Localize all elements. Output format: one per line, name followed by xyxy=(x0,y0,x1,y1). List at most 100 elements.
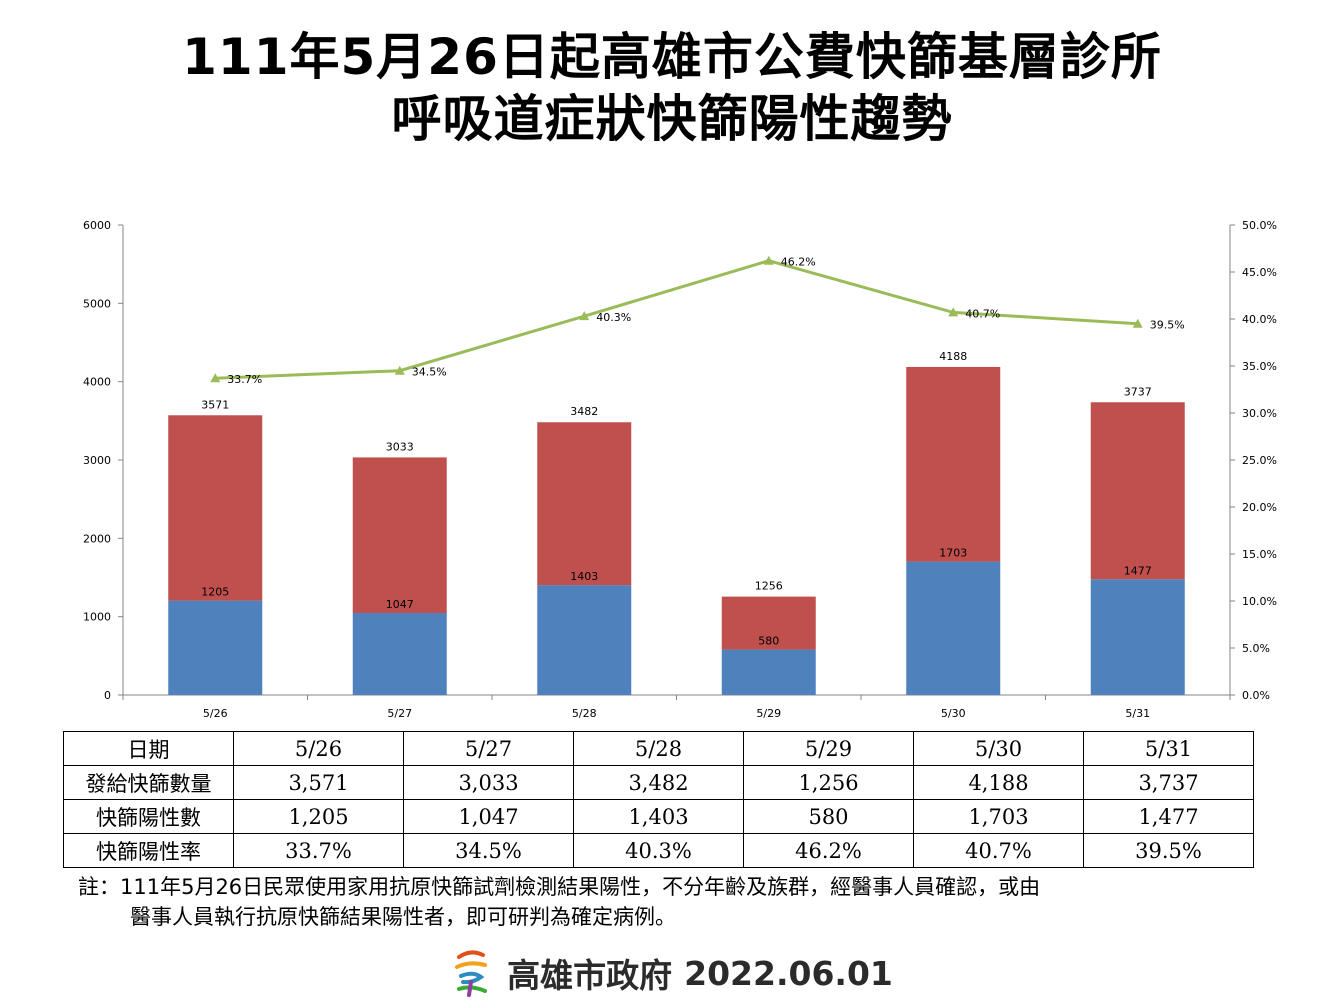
bar-positive xyxy=(537,585,632,695)
y-tick-label: 3000 xyxy=(83,454,111,467)
x-tick-label: 5/30 xyxy=(941,707,966,720)
data-label-rate: 33.7% xyxy=(227,373,262,386)
data-label-total: 1256 xyxy=(755,580,783,593)
rate-point-marker xyxy=(763,255,774,265)
bar-negative xyxy=(721,596,816,650)
y2-tick-label: 10.0% xyxy=(1242,595,1277,608)
footnote-line1: 註：111年5月26日民眾使用家用抗原快篩試劑檢測結果陽性，不分年齡及族群，經醫… xyxy=(78,875,1041,899)
y2-tick-label: 15.0% xyxy=(1242,548,1277,561)
y2-tick-label: 20.0% xyxy=(1242,501,1277,514)
rate-point-marker xyxy=(948,307,959,317)
bar-positive xyxy=(168,600,263,695)
table-cell: 5/27 xyxy=(403,731,574,766)
bar-positive xyxy=(906,561,1001,695)
rate-series-line xyxy=(215,259,1138,380)
chart-bars xyxy=(168,366,1185,695)
table-cell: 1,205 xyxy=(233,799,404,834)
table-cell: 39.5% xyxy=(1083,833,1254,868)
table-cell: 5/30 xyxy=(913,731,1084,766)
y2-tick-label: 35.0% xyxy=(1242,360,1277,373)
footnote-line2: 醫事人員執行抗原快篩結果陽性者，即可研判為確定病例。 xyxy=(130,905,676,929)
table-cell: 1,703 xyxy=(913,799,1084,834)
footer-org-name: 高雄市政府 xyxy=(507,956,673,995)
table-cell: 1,477 xyxy=(1083,799,1254,834)
table-cell: 580 xyxy=(743,799,914,834)
bar-negative xyxy=(168,415,263,601)
data-label-positive: 1403 xyxy=(570,570,598,583)
footnote: 註：111年5月26日民眾使用家用抗原快篩試劑檢測結果陽性，不分年齡及族群，經醫… xyxy=(78,872,1278,932)
y-tick-label: 5000 xyxy=(83,297,111,310)
data-label-total: 3033 xyxy=(386,440,414,453)
bar-negative xyxy=(537,422,632,586)
page-title-line2: 呼吸道症狀快篩陽性趨勢 xyxy=(391,90,953,148)
x-tick-label: 5/26 xyxy=(203,707,228,720)
table-row: 快篩陽性數 1,205 1,047 1,403 580 1,703 1,477 xyxy=(63,799,1254,834)
data-label-rate: 40.3% xyxy=(596,311,631,324)
data-label-total: 4188 xyxy=(939,350,967,363)
table-row-header: 快篩陽性率 xyxy=(63,833,234,868)
y-tick-label: 2000 xyxy=(83,532,111,545)
table-cell: 5/26 xyxy=(233,731,404,766)
table-cell: 5/28 xyxy=(573,731,744,766)
y2-tick-label: 30.0% xyxy=(1242,407,1277,420)
bar-negative xyxy=(352,457,447,613)
data-label-rate: 46.2% xyxy=(781,256,816,269)
x-tick-label: 5/28 xyxy=(572,707,597,720)
y2-tick-label: 50.0% xyxy=(1242,219,1277,232)
data-label-rate: 39.5% xyxy=(1150,319,1185,332)
footer-date: 2022.06.01 xyxy=(684,953,893,993)
y-tick-label: 0 xyxy=(104,689,111,702)
data-label-total: 3571 xyxy=(201,398,229,411)
rate-point-marker xyxy=(1132,318,1143,328)
data-label-rate: 40.7% xyxy=(965,307,1000,320)
table-row-header: 發給快篩數量 xyxy=(63,765,234,800)
table-cell: 40.7% xyxy=(913,833,1084,868)
table-cell: 5/29 xyxy=(743,731,914,766)
table-row-header: 快篩陽性數 xyxy=(63,799,234,834)
bar-positive xyxy=(721,649,816,695)
footer: 高雄市政府 2022.06.01 xyxy=(0,948,1344,998)
table-cell: 34.5% xyxy=(403,833,574,868)
data-label-positive: 580 xyxy=(758,635,779,648)
table-cell: 33.7% xyxy=(233,833,404,868)
table-cell: 46.2% xyxy=(743,833,914,868)
bar-positive xyxy=(1090,579,1185,695)
chart-axes: 0 1000 2000 3000 4000 5000 6000 0.0% 5.0% 10.0% 15… xyxy=(83,219,1277,720)
bar-negative xyxy=(1090,402,1185,580)
data-label-positive: 1703 xyxy=(939,547,967,560)
chart-labels: 1205 3571 1047 3033 1403 3482 580 1256 1703 4188 1… xyxy=(201,256,1184,648)
y-tick-label: 6000 xyxy=(83,219,111,232)
data-label-total: 3737 xyxy=(1124,385,1152,398)
y2-tick-label: 0.0% xyxy=(1242,689,1270,702)
y2-tick-label: 45.0% xyxy=(1242,266,1277,279)
table-row-header: 日期 xyxy=(63,731,234,766)
table-cell: 4,188 xyxy=(913,765,1084,800)
chart-rate-line xyxy=(210,255,1143,383)
summary-table: 日期 5/26 5/27 5/28 5/29 5/30 5/31 發給快篩數量 3,571 3,0… xyxy=(63,731,1254,868)
table-cell: 1,403 xyxy=(573,799,744,834)
data-label-positive: 1205 xyxy=(201,586,229,599)
y2-tick-label: 5.0% xyxy=(1242,642,1270,655)
table-cell: 3,737 xyxy=(1083,765,1254,800)
data-label-rate: 34.5% xyxy=(412,366,447,379)
x-tick-label: 5/29 xyxy=(756,707,781,720)
table-cell: 1,256 xyxy=(743,765,914,800)
bar-negative xyxy=(906,366,1001,562)
bar-positive xyxy=(352,612,447,695)
kaohsiung-city-logo-icon xyxy=(455,950,488,997)
table-row: 快篩陽性率 33.7% 34.5% 40.3% 46.2% 40.7% 39.5% xyxy=(63,833,1254,868)
table-row: 日期 5/26 5/27 5/28 5/29 5/30 5/31 xyxy=(63,731,1254,766)
y2-tick-label: 25.0% xyxy=(1242,454,1277,467)
y2-tick-label: 40.0% xyxy=(1242,313,1277,326)
data-label-positive: 1477 xyxy=(1124,564,1152,577)
y-tick-label: 1000 xyxy=(83,611,111,624)
table-cell: 1,047 xyxy=(403,799,574,834)
positivity-chart: 0 1000 2000 3000 4000 5000 6000 0.0% 5.0% 10.0% 15… xyxy=(83,219,1277,720)
y-tick-label: 4000 xyxy=(83,376,111,389)
rate-point-marker xyxy=(210,373,221,383)
table-cell: 3,571 xyxy=(233,765,404,800)
page-title-line1: 111年5月26日起高雄市公費快篩基層診所 xyxy=(182,28,1162,86)
rate-point-marker xyxy=(579,311,590,321)
table-cell: 3,033 xyxy=(403,765,574,800)
table-cell: 5/31 xyxy=(1083,731,1254,766)
